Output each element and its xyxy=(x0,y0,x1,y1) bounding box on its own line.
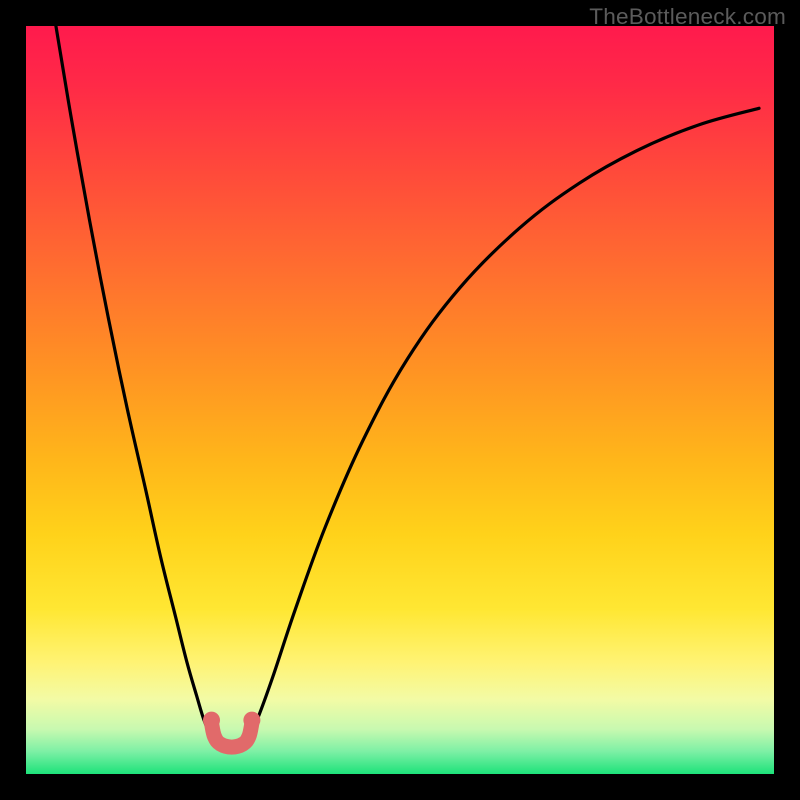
bottleneck-chart xyxy=(0,0,800,800)
watermark-text: TheBottleneck.com xyxy=(589,4,786,30)
valley-dot-left xyxy=(203,712,220,729)
chart-frame: TheBottleneck.com xyxy=(0,0,800,800)
valley-dot-right xyxy=(243,712,260,729)
